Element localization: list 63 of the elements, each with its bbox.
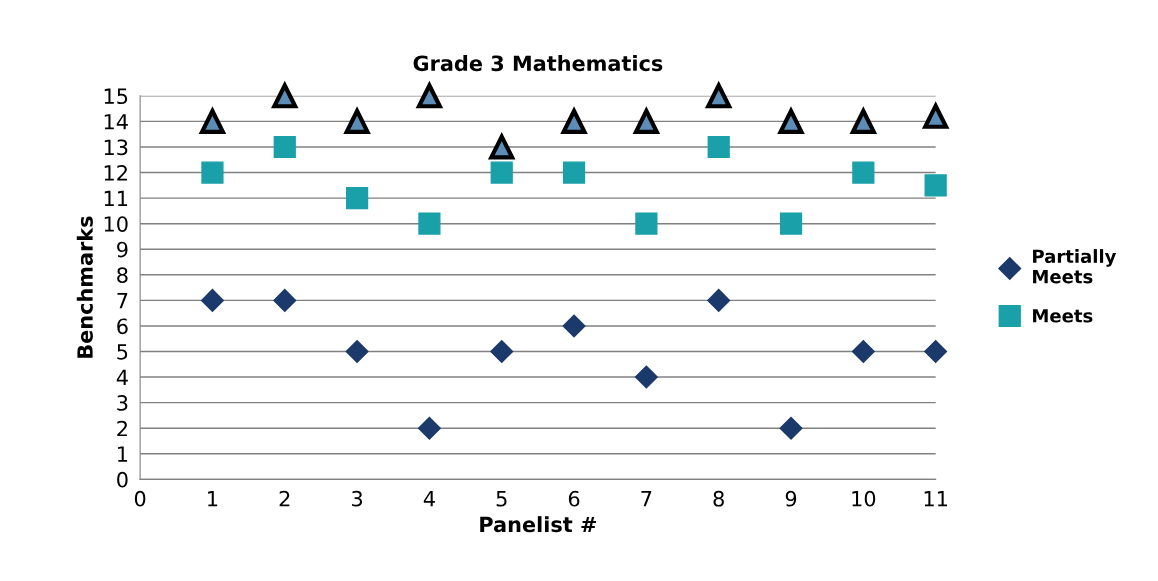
x-tick-label: 2 [279,490,290,507]
legend-label: Partially Meets [1033,249,1117,284]
point [707,288,731,312]
y-tick-label: 7 [117,293,128,309]
point [201,161,224,184]
y-tick-label: 5 [117,344,128,360]
y-tick-label: 1 [118,446,128,462]
point [273,135,296,159]
x-tick-label: 3 [352,490,363,507]
point [924,174,947,197]
point [632,106,660,134]
point [779,212,803,235]
point [779,416,803,440]
x-tick-label: 5 [496,491,507,507]
x-tick-label: 6 [568,490,580,507]
y-tick-label: 13 [104,139,128,156]
point [852,161,875,184]
chart-title: Grade 3 Mathematics [413,55,663,72]
point [777,106,805,134]
point [273,288,297,312]
x-tick-label: 4 [423,491,435,507]
point [343,106,371,134]
point [490,340,514,364]
point [489,134,515,160]
point [922,101,950,129]
y-tick-label: 0 [117,471,128,488]
point [418,212,441,235]
point [562,161,586,184]
y-tick-label: 4 [116,369,128,385]
point [490,161,513,184]
y-tick-label: 6 [117,318,128,335]
point [707,135,730,159]
x-tick-label: 9 [785,490,797,507]
point [634,365,658,389]
point [562,314,586,338]
y-tick-label: 14 [104,114,128,130]
y-tick-label: 9 [117,241,128,258]
y-axis-title: Benchmarks [76,216,93,358]
x-tick-label: 1 [208,491,218,507]
y-tick-label: 10 [104,216,128,232]
x-tick-label: 10 [852,490,876,507]
y-tick-label: 3 [117,395,128,411]
point [417,416,441,440]
point [849,106,877,134]
point [198,106,227,134]
point [345,187,369,210]
point [560,106,588,134]
point [345,340,369,364]
point [924,340,948,364]
x-axis-title: Panelist # [480,516,597,533]
y-tick-label: 8 [117,267,128,284]
x-tick-label: 7 [641,491,652,507]
y-tick-label: 15 [104,88,128,105]
point [635,212,658,235]
x-tick-label: 11 [924,491,947,507]
point [851,340,875,364]
x-tick-label: 8 [713,490,724,507]
x-tick-label: 0 [134,490,146,507]
legend-label: Meets [1033,309,1093,323]
y-tick-label: 11 [104,190,128,207]
y-tick-label: 2 [117,420,127,437]
y-tick-label: 12 [104,165,127,181]
point [200,288,224,312]
